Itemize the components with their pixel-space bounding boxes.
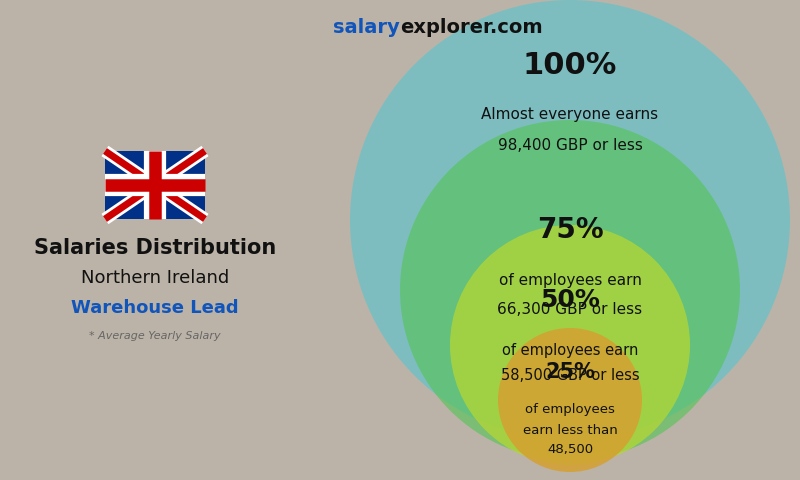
Bar bbox=[105, 151, 205, 219]
Text: Salaries Distribution: Salaries Distribution bbox=[34, 238, 276, 258]
Text: Warehouse Lead: Warehouse Lead bbox=[71, 299, 239, 317]
Text: 98,400 GBP or less: 98,400 GBP or less bbox=[498, 137, 642, 153]
Text: salary: salary bbox=[334, 18, 400, 37]
Text: Almost everyone earns: Almost everyone earns bbox=[482, 108, 658, 122]
Text: 58,500 GBP or less: 58,500 GBP or less bbox=[501, 368, 639, 383]
Text: 100%: 100% bbox=[523, 50, 617, 80]
Text: of employees earn: of employees earn bbox=[498, 273, 642, 288]
Ellipse shape bbox=[498, 328, 642, 472]
Ellipse shape bbox=[450, 225, 690, 465]
Text: earn less than: earn less than bbox=[522, 423, 618, 436]
Text: * Average Yearly Salary: * Average Yearly Salary bbox=[89, 331, 221, 341]
Text: 50%: 50% bbox=[540, 288, 600, 312]
Ellipse shape bbox=[400, 120, 740, 460]
Text: explorer.com: explorer.com bbox=[400, 18, 542, 37]
Text: of employees: of employees bbox=[525, 404, 615, 417]
Text: Northern Ireland: Northern Ireland bbox=[81, 269, 229, 287]
Text: 25%: 25% bbox=[545, 362, 595, 382]
Text: 66,300 GBP or less: 66,300 GBP or less bbox=[498, 302, 642, 317]
Ellipse shape bbox=[350, 0, 790, 440]
Text: 48,500: 48,500 bbox=[547, 444, 593, 456]
Text: 75%: 75% bbox=[537, 216, 603, 244]
Text: of employees earn: of employees earn bbox=[502, 343, 638, 358]
